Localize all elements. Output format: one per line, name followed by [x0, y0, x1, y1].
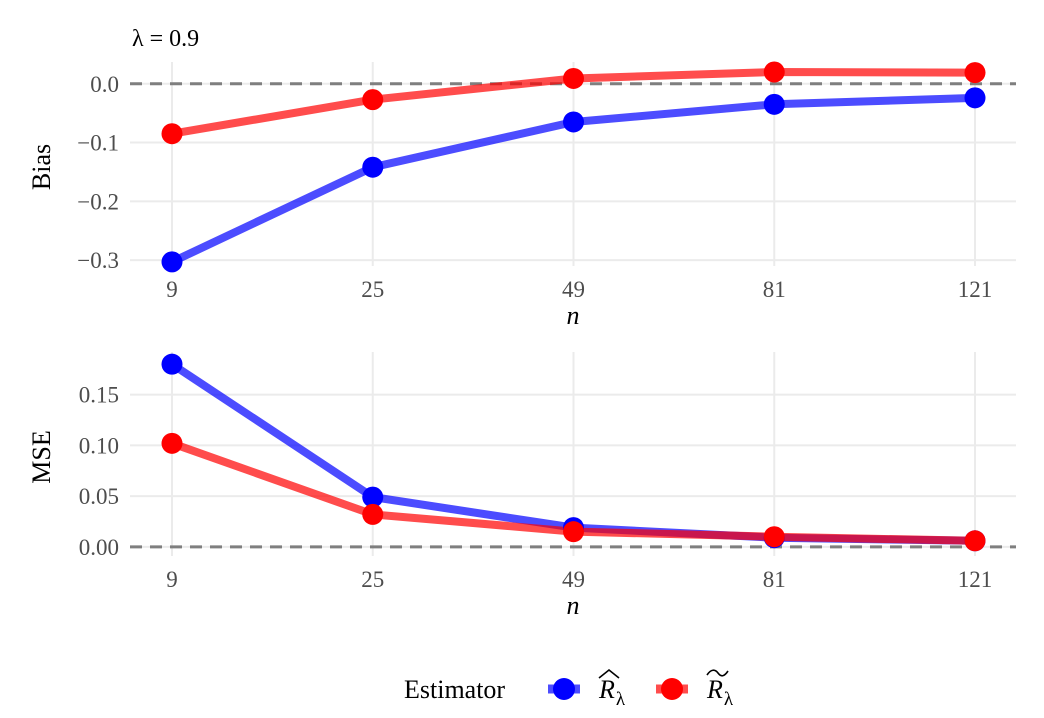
mse-series-points: [161, 353, 986, 552]
x-tick-label: 121: [958, 277, 993, 302]
y-tick-label: 0.10: [79, 433, 119, 458]
bias-x-axis-title: n: [567, 301, 580, 330]
data-point-r-tilde: [161, 432, 183, 454]
x-tick-label: 81: [763, 567, 786, 592]
data-point-r-hat: [964, 87, 986, 109]
x-tick-label: 9: [166, 277, 178, 302]
bias-panel: λ = 0.9 0.0−0.1−0.2−0.3 9 25 49 81 121 Bias …: [27, 26, 1016, 330]
legend-label-r-tilde: Rλ: [706, 675, 734, 710]
data-point-r-tilde: [964, 530, 986, 552]
data-point-r-tilde: [563, 521, 584, 543]
mse-y-tick-labels: 0.15 0.10 0.05 0.00: [79, 383, 119, 560]
y-tick-label: −0.3: [77, 248, 119, 273]
x-tick-label: 81: [763, 277, 786, 302]
data-point-r-tilde: [362, 503, 384, 525]
tilde-accent-icon: [706, 669, 729, 677]
legend-title: Estimator: [404, 675, 505, 704]
legend-item-r-hat: Rλ: [548, 668, 626, 710]
bias-x-tick-labels: 9 25 49 81 121: [166, 277, 992, 302]
y-tick-label: 0.00: [79, 535, 119, 560]
data-point-r-hat: [763, 93, 785, 115]
bias-series-points: [161, 61, 986, 273]
data-point-r-tilde: [763, 526, 785, 548]
y-tick-label: 0.15: [79, 383, 119, 408]
y-tick-label: −0.2: [77, 189, 119, 214]
data-point-r-tilde: [964, 62, 986, 84]
x-tick-label: 25: [361, 567, 384, 592]
legend-key-point: [661, 678, 683, 700]
hat-accent-icon: [598, 668, 620, 679]
data-point-r-hat: [161, 353, 183, 375]
x-tick-label: 49: [562, 567, 585, 592]
bias-y-axis-title: Bias: [27, 144, 56, 190]
mse-x-tick-labels: 9 25 49 81 121: [166, 567, 992, 592]
legend-label-r-hat: Rλ: [598, 675, 626, 710]
legend-key-point: [553, 678, 575, 700]
bias-gridlines: [130, 62, 1016, 266]
data-point-r-tilde: [362, 89, 384, 111]
data-point-r-hat: [161, 251, 183, 273]
x-tick-label: 9: [166, 567, 178, 592]
legend: Estimator Rλ Rλ: [404, 668, 734, 710]
x-tick-label: 121: [958, 567, 993, 592]
data-point-r-hat: [362, 156, 384, 178]
x-tick-label: 25: [361, 277, 384, 302]
bias-y-tick-labels: 0.0 −0.1 −0.2 −0.3: [77, 72, 119, 273]
data-point-r-tilde: [763, 61, 785, 83]
legend-item-r-tilde: Rλ: [656, 669, 734, 710]
data-point-r-hat: [563, 111, 584, 133]
mse-y-axis-title: MSE: [27, 430, 56, 483]
data-point-r-hat: [362, 486, 384, 508]
y-tick-label: 0.0: [90, 72, 119, 97]
data-point-r-tilde: [161, 123, 183, 145]
x-tick-label: 49: [562, 277, 585, 302]
data-point-r-tilde: [563, 67, 584, 89]
y-tick-label: −0.1: [77, 131, 119, 156]
mse-panel: 0.15 0.10 0.05 0.00 9 25 49 81 121 MSE n: [27, 352, 1016, 620]
panel-title: λ = 0.9: [132, 26, 199, 52]
mse-x-axis-title: n: [567, 591, 580, 620]
y-tick-label: 0.05: [79, 484, 119, 509]
